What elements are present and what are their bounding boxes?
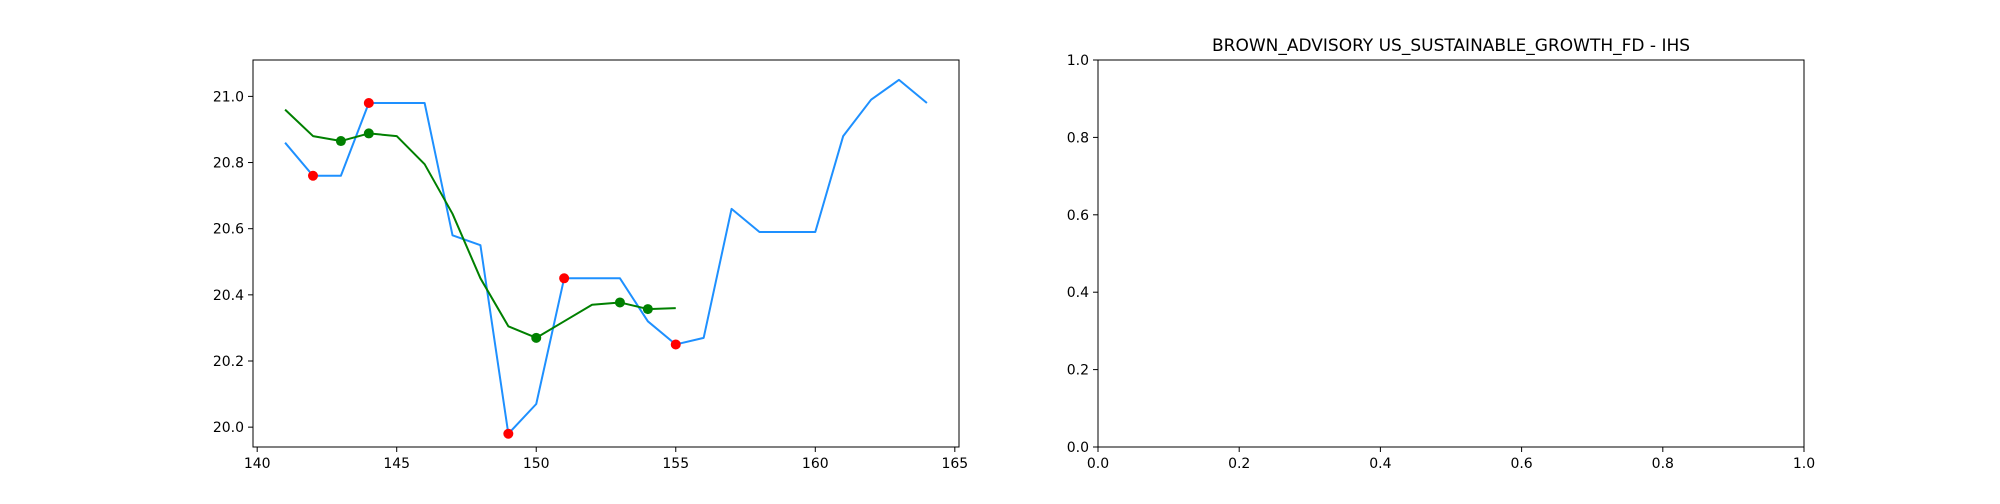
data-point-marker [503,428,514,439]
x-tick-label: 1.0 [1793,456,1815,472]
chart-title: BROWN_ADVISORY US_SUSTAINABLE_GROWTH_FD … [1212,36,1690,56]
y-tick-label: 0.2 [1067,363,1089,379]
x-tick-label: 150 [523,456,550,472]
y-tick-label: 0.0 [1067,440,1089,456]
y-tick-label: 20.2 [213,354,244,370]
x-tick-label: 0.6 [1510,456,1532,472]
x-tick-label: 155 [662,456,689,472]
y-tick-label: 0.8 [1067,130,1089,146]
axes-frame [252,59,960,448]
x-tick-label: 0.2 [1228,456,1250,472]
x-tick-label: 140 [244,456,271,472]
y-tick-label: 0.6 [1067,208,1089,224]
y-tick-label: 20.4 [213,288,244,304]
series-line-1 [284,108,676,339]
left-chart: 140 145 150 155 160 165 20.0 20.2 20.4 20.6 20.8 21… [213,59,968,472]
data-point-marker [335,136,346,147]
y-tick-label: 0.4 [1067,285,1089,301]
axes-frame [1097,59,1805,448]
y-tick-label: 1.0 [1067,53,1089,69]
data-point-marker [559,273,570,284]
x-tick-label: 160 [802,456,829,472]
y-tick-label: 20.6 [213,222,244,238]
data-point-marker [363,98,374,108]
right-chart: BROWN_ADVISORY US_SUSTAINABLE_GROWTH_FD … [1067,36,1815,472]
data-point-marker [531,332,542,343]
data-point-marker [363,128,374,139]
x-tick-label: 0.0 [1087,456,1109,472]
y-tick-label: 20.0 [213,420,244,436]
data-point-marker [307,170,318,181]
data-point-marker [614,297,625,308]
x-tick-label: 0.4 [1369,456,1391,472]
data-point-marker [670,339,681,350]
data-point-marker [642,304,653,315]
y-tick-label: 20.8 [213,156,244,172]
x-tick-label: 165 [941,456,968,472]
y-tick-label: 21.0 [213,89,244,105]
series-line-0 [284,78,928,435]
x-tick-label: 145 [383,456,410,472]
x-tick-label: 0.8 [1652,456,1674,472]
